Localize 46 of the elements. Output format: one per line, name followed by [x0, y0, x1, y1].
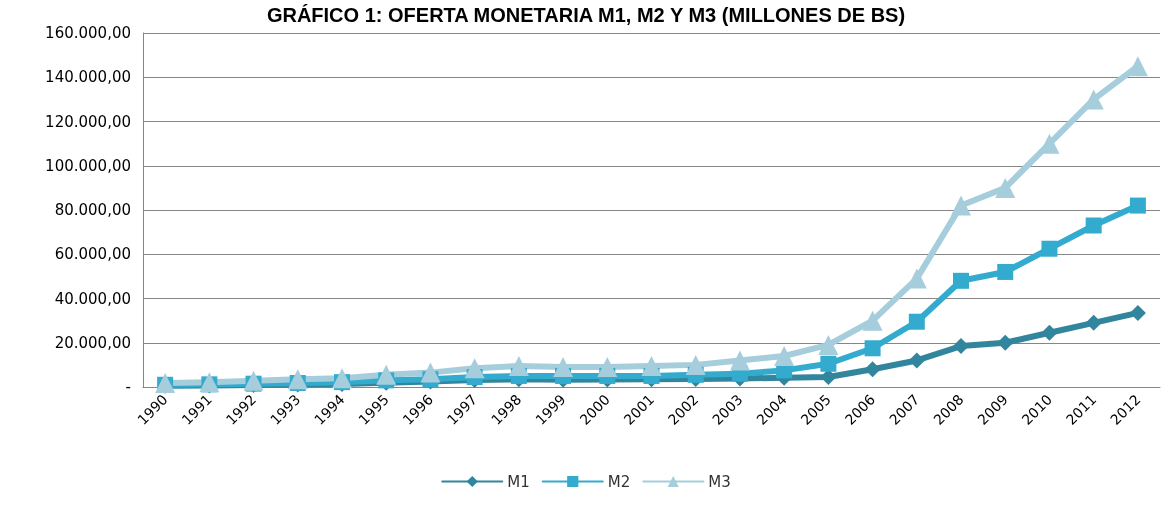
y-tick-label: 140.000,00 [45, 68, 131, 87]
y-tick-label: 160.000,00 [45, 24, 131, 42]
point [908, 352, 925, 369]
point [995, 177, 1016, 198]
y-tick-label: 80.000,00 [54, 201, 131, 219]
point [908, 313, 925, 330]
point [997, 334, 1014, 351]
point [287, 369, 308, 390]
point [1127, 56, 1148, 77]
y-tick-label: 40.000,00 [54, 289, 131, 308]
point [820, 355, 837, 372]
point [818, 334, 839, 355]
point [1129, 304, 1146, 321]
point [243, 370, 264, 391]
y-tick-label: - [125, 378, 131, 396]
point [1085, 314, 1102, 331]
point [951, 195, 972, 216]
point [729, 350, 750, 371]
y-tick-label: 120.000,00 [45, 112, 131, 131]
point [597, 357, 618, 378]
point [685, 354, 706, 375]
point [464, 358, 485, 379]
legend-label: M2 [607, 472, 631, 491]
point [1129, 197, 1146, 214]
point [820, 369, 837, 386]
point [1041, 324, 1058, 341]
point [774, 346, 795, 367]
point [553, 357, 574, 378]
point [508, 355, 529, 376]
point [953, 272, 970, 289]
point [997, 263, 1014, 280]
y-tick-label: 20.000,00 [54, 333, 131, 352]
y-tick-label: 100.000,00 [45, 156, 131, 175]
legend-label: M1 [507, 472, 530, 491]
point [1041, 240, 1058, 257]
point [864, 361, 881, 378]
legend-label: M3 [708, 472, 731, 491]
chart-title: GRÁFICO 1: OFERTA MONETARIA M1, M2 Y M3 (MILLONES DE BS) [266, 4, 906, 26]
point [641, 355, 662, 376]
point [862, 310, 883, 331]
point [376, 364, 397, 385]
point [1085, 217, 1102, 234]
point [864, 340, 881, 357]
point [331, 368, 352, 389]
point [420, 362, 441, 383]
y-tick-label: 60.000,00 [54, 245, 131, 264]
